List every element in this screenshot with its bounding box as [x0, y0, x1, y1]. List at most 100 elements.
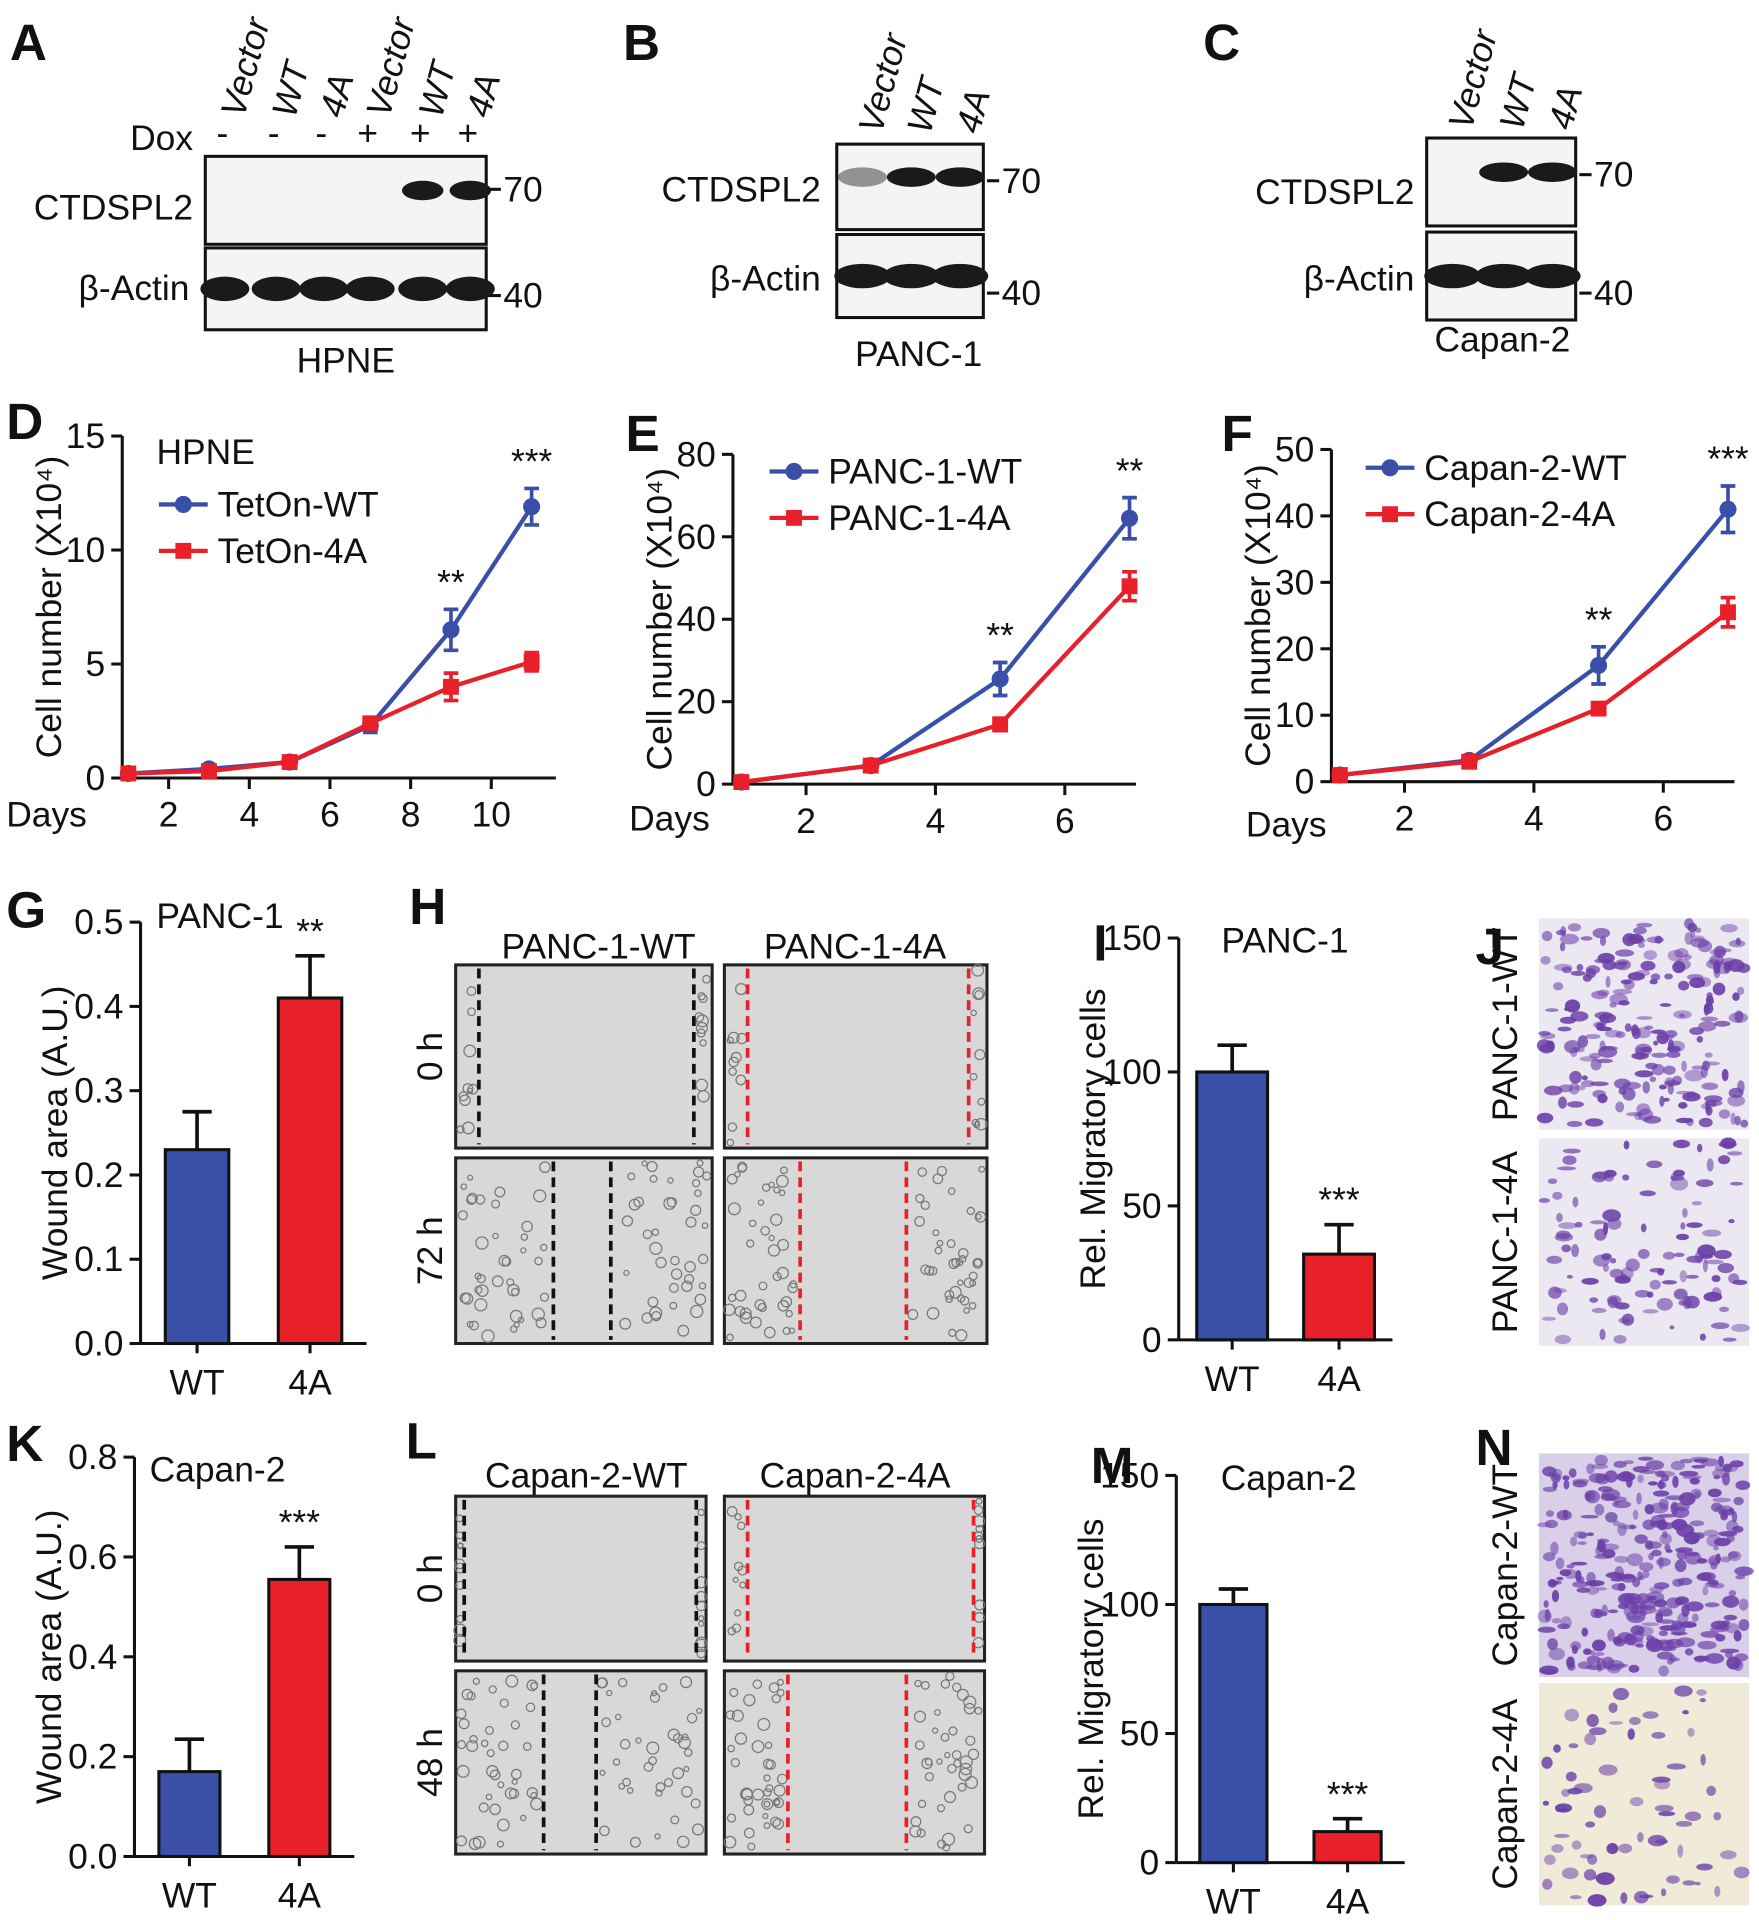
- cell: [698, 1620, 705, 1627]
- band: [883, 263, 940, 289]
- cell: [684, 1260, 696, 1273]
- cell: [539, 1243, 548, 1252]
- cell: [765, 1759, 776, 1770]
- cell: [499, 1698, 509, 1708]
- cell: [731, 1623, 742, 1633]
- cell: [914, 1740, 925, 1751]
- cell: [734, 1513, 742, 1521]
- stained-cell: [1712, 982, 1726, 996]
- cell: [669, 1301, 678, 1310]
- stained-cell: [1626, 1553, 1644, 1567]
- y-tick-label: 30: [1275, 562, 1314, 602]
- stained-cell: [1612, 1500, 1632, 1509]
- stained-cell: [1700, 1103, 1710, 1110]
- point: [1720, 604, 1736, 621]
- band: [251, 276, 301, 302]
- cell: [655, 1256, 667, 1269]
- stained-cell: [1564, 1569, 1578, 1580]
- stained-cell: [1693, 1458, 1708, 1463]
- cell: [953, 1759, 962, 1768]
- cell: [457, 1542, 464, 1549]
- point: [281, 754, 298, 770]
- x-tick-label: 4: [1524, 798, 1544, 838]
- cell: [959, 1762, 973, 1776]
- stained-cell: [1704, 1653, 1725, 1664]
- cell: [646, 1160, 658, 1173]
- cell: [966, 1206, 975, 1216]
- stained-cell: [1689, 977, 1706, 989]
- stained-cell: [1542, 1800, 1550, 1806]
- cell: [974, 1117, 988, 1131]
- stained-cell: [1570, 970, 1586, 976]
- stained-cell: [1594, 1554, 1611, 1560]
- point: [733, 774, 750, 790]
- stained-cell: [1679, 1470, 1699, 1477]
- cell: [466, 986, 477, 997]
- bar: [267, 1577, 332, 1859]
- cell: [702, 974, 711, 984]
- band: [401, 180, 444, 201]
- stained-cell: [1721, 1068, 1729, 1082]
- stained-cell: [1711, 1274, 1721, 1283]
- cell: [788, 1327, 796, 1334]
- stained-cell: [1723, 1614, 1738, 1621]
- cell: [468, 1837, 482, 1851]
- stained-cell: [1546, 1255, 1563, 1264]
- y-tick-label: 0: [1142, 1320, 1162, 1360]
- stained-cell: [1545, 1008, 1559, 1012]
- cell: [612, 1758, 621, 1766]
- cell: [510, 1768, 522, 1780]
- cell: [534, 1256, 543, 1266]
- point: [120, 765, 137, 782]
- stained-cell: [1694, 1881, 1701, 1886]
- stained-cell: [1691, 983, 1699, 988]
- cell: [978, 1165, 986, 1173]
- stained-cell: [1586, 1713, 1599, 1727]
- x-tick-label: WT: [1205, 1359, 1260, 1399]
- cell: [667, 1177, 674, 1184]
- cell: [486, 1749, 495, 1758]
- stained-cell: [1585, 1033, 1601, 1040]
- panel-letter: I: [1093, 914, 1107, 971]
- cell: [694, 1189, 702, 1198]
- cell: [498, 1254, 511, 1267]
- cell: [623, 1269, 630, 1277]
- cell: [731, 1709, 744, 1722]
- stained-cell: [1582, 974, 1592, 982]
- y-axis-label: Wound area (A.U.): [29, 1510, 69, 1805]
- stained-cell: [1562, 1475, 1570, 1481]
- cell: [924, 1772, 934, 1782]
- stained-cell: [1594, 1454, 1608, 1466]
- stained-cell: [1545, 1510, 1554, 1518]
- stained-cell: [1664, 973, 1674, 980]
- stained-cell: [1710, 1100, 1717, 1108]
- stained-cell: [1645, 1638, 1664, 1653]
- stained-cell: [1674, 1685, 1693, 1697]
- stained-cell: [1734, 1010, 1744, 1023]
- stained-cell: [1557, 1166, 1577, 1171]
- stained-cell: [1633, 1891, 1649, 1904]
- cell: [973, 1121, 981, 1129]
- significance: ***: [279, 1503, 321, 1543]
- cell: [763, 1800, 771, 1808]
- stained-cell: [1565, 1771, 1577, 1782]
- cell: [683, 1274, 695, 1285]
- stained-cell: [1683, 1531, 1700, 1545]
- stained-cell: [1689, 1477, 1700, 1485]
- stained-cell: [1556, 1576, 1564, 1581]
- cell: [955, 1258, 964, 1267]
- cell: [727, 1202, 741, 1216]
- stained-cell: [1617, 1603, 1629, 1610]
- cell: [945, 1295, 953, 1304]
- y-tick-label: 40: [676, 599, 715, 639]
- cell: [476, 1284, 489, 1298]
- cell: [474, 1285, 483, 1295]
- cell: [695, 1078, 709, 1092]
- stained-cell: [1583, 1869, 1597, 1881]
- cell: [920, 1264, 931, 1275]
- stained-cell: [1728, 1590, 1737, 1597]
- cell: [494, 1186, 506, 1198]
- stained-cell: [1675, 1547, 1693, 1553]
- panel-letter: H: [409, 878, 446, 935]
- cell: [746, 1239, 755, 1248]
